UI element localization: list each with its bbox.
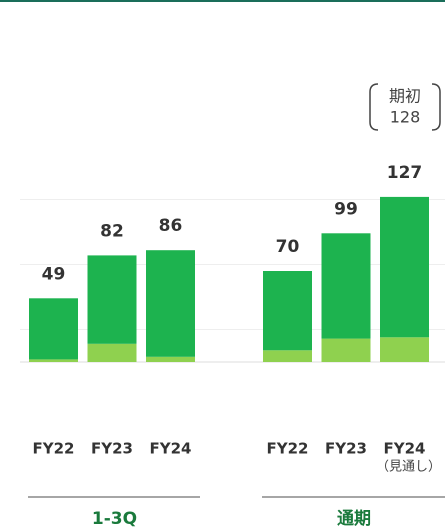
bar-segment <box>380 196 429 338</box>
x-tick-label: FY24 <box>150 440 192 458</box>
data-label: 70 <box>276 237 300 257</box>
data-label: 86 <box>159 216 183 236</box>
group-label: 1-3Q <box>92 509 137 529</box>
annotation: 128 <box>390 108 421 127</box>
bar-segment <box>321 233 371 339</box>
x-tick-label: FY22 <box>33 440 75 458</box>
data-label: 99 <box>334 199 358 219</box>
bracket-right <box>431 83 441 131</box>
bar-segment <box>87 343 137 362</box>
bar-segment <box>87 255 137 344</box>
bar-segment <box>29 359 78 362</box>
bracket-left <box>369 83 379 131</box>
group-label: 通期 <box>337 509 371 529</box>
bar-segment <box>146 250 195 357</box>
bar-segment <box>380 337 429 362</box>
x-tick-label: FY23 <box>91 440 133 458</box>
x-tick-label: FY22 <box>267 440 309 458</box>
category-note: （見通し） <box>376 460 441 475</box>
data-label: 127 <box>387 163 423 183</box>
bar-segment <box>146 356 195 362</box>
bar-segment <box>263 350 312 362</box>
x-tick-label: FY23 <box>325 440 367 458</box>
bar-segment <box>263 271 312 351</box>
bar-segment <box>29 298 78 360</box>
data-label: 49 <box>42 264 66 284</box>
annotation: 期初 <box>389 87 421 106</box>
x-tick-label: FY24 <box>384 440 426 458</box>
data-label: 82 <box>100 221 124 241</box>
bar-segment <box>321 338 371 362</box>
